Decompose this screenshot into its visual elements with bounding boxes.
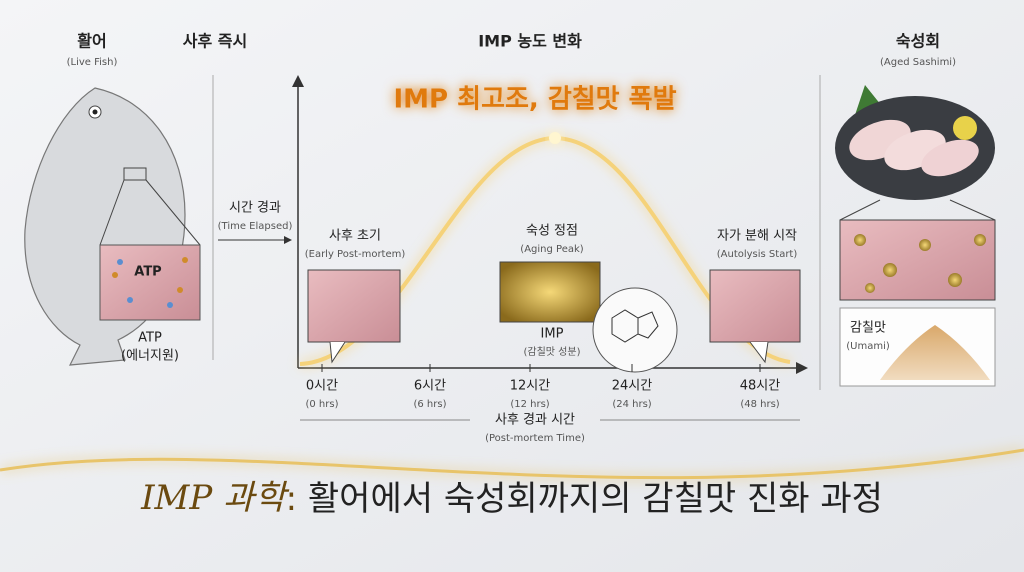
stage-sub: (Aging Peak) <box>520 244 583 255</box>
header: 사후 즉시 <box>183 32 247 51</box>
tick-label: 6시간 <box>414 379 446 394</box>
header-sub: (Live Fish) <box>67 57 118 68</box>
atp-inner: ATP <box>134 265 161 280</box>
sashimi-illustration <box>835 85 996 387</box>
header: 숙성회 <box>896 32 940 51</box>
title-rest: 활어에서 숙성회까지의 감칠맛 진화 과정 <box>297 479 883 519</box>
main-title: IMP 과학: 활어에서 숙성회까지의 감칠맛 진화 과정 <box>140 478 883 519</box>
header: 활어 <box>77 32 106 51</box>
gold-wave <box>0 448 1024 480</box>
stage-sub: (Early Post-mortem) <box>305 249 406 260</box>
x-axis-label: 사후 경과 시간 <box>495 413 575 428</box>
tick-sub: (0 hrs) <box>305 399 338 410</box>
stage-label: 숙성 정점 <box>526 224 578 239</box>
time-elapsed: 시간 경과 <box>229 201 281 216</box>
stage-label: 사후 초기 <box>329 229 381 244</box>
tick-label: 24시간 <box>612 379 653 394</box>
imp-label: IMP <box>541 327 564 342</box>
header: IMP 농도 변화 <box>478 32 582 51</box>
header-sub: (Aged Sashimi) <box>880 57 956 68</box>
atp-label: ATP <box>138 331 162 346</box>
stage-label: 자가 분해 시작 <box>717 229 797 244</box>
tick-sub: (12 hrs) <box>510 399 549 410</box>
imp-sub: (감칠맛 성분) <box>524 346 581 358</box>
x-axis-sub: (Post-mortem Time) <box>485 433 585 444</box>
fish-illustration <box>24 87 201 366</box>
stage-sub: (Autolysis Start) <box>717 249 798 260</box>
tick-sub: (24 hrs) <box>612 399 651 410</box>
title-lead: IMP 과학 <box>140 478 289 518</box>
title-sep: : <box>286 479 297 519</box>
peak-point <box>549 132 561 144</box>
stage-boxes <box>307 261 801 373</box>
tick-label: 0시간 <box>306 379 338 394</box>
peak-banner: IMP 최고조, 감칠맛 폭발 <box>394 85 677 115</box>
tick-sub: (6 hrs) <box>413 399 446 410</box>
tick-label: 48시간 <box>740 379 781 394</box>
umami-label: 감칠맛 <box>850 321 886 336</box>
tick-sub: (48 hrs) <box>740 399 779 410</box>
atp-sub: (에너지원) <box>121 349 179 364</box>
tick-label: 12시간 <box>510 379 551 394</box>
time-elapsed-sub: (Time Elapsed) <box>218 221 293 232</box>
umami-sub: (Umami) <box>846 341 890 352</box>
